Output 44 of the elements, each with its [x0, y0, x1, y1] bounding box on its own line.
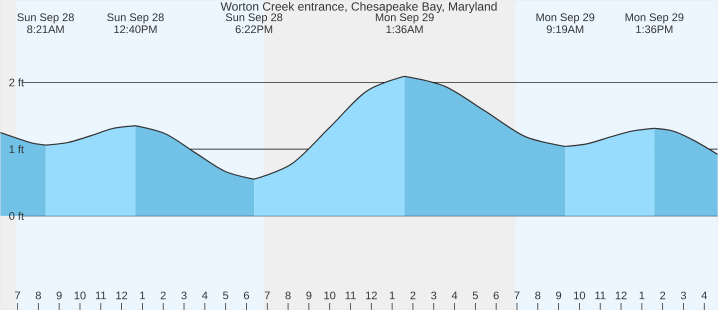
x-tick-label: 9 [56, 291, 62, 300]
x-tick-label: 2 [660, 291, 666, 300]
x-tick-label: 2 [160, 291, 166, 300]
x-tick-label: 3 [431, 291, 436, 300]
x-tick-label: 11 [595, 291, 606, 299]
x-tick-label: 6 [244, 291, 250, 300]
x-tick-label: 8 [535, 291, 540, 300]
x-tick-label: 3 [181, 291, 187, 300]
annotation: Mon Sep 29 1:36AM [376, 13, 434, 33]
y-tick-label: 0 ft [9, 212, 24, 220]
x-tick-label: 7 [514, 291, 520, 299]
x-tick-label: 5 [472, 291, 478, 300]
annotation: Mon Sep 29 1:36PM [626, 13, 684, 33]
annotation: Sun Sep 28 12:40PM [107, 13, 164, 33]
x-tick-label: 4 [202, 291, 208, 299]
x-tick-label: 9 [306, 291, 312, 300]
x-tick-label: 8 [36, 291, 41, 300]
x-tick-label: 12 [366, 291, 377, 300]
x-tick-label: 6 [494, 291, 499, 300]
x-tick-label: 8 [285, 291, 291, 300]
x-tick-label: 10 [574, 291, 586, 300]
chart-title: Worton Creek entrance, Chesapeake Bay, Maryland [220, 2, 497, 13]
annotation: Sun Sep 28 8:21AM [17, 13, 74, 33]
x-tick-label: 11 [346, 291, 356, 299]
x-tick-label: 1 [140, 291, 145, 299]
x-tick-label: 12 [616, 291, 627, 300]
x-tick-label: 10 [74, 291, 86, 300]
x-tick-label: 1 [390, 291, 395, 299]
y-tick-label: 1 ft [10, 144, 24, 153]
annotation: Mon Sep 29 9:19AM [536, 13, 594, 33]
x-tick-label: 12 [116, 291, 128, 300]
x-tick-label: 2 [410, 291, 416, 300]
x-tick-label: 7 [15, 291, 20, 299]
x-tick-label: 4 [701, 291, 707, 299]
x-tick-label: 10 [324, 291, 336, 300]
x-tick-label: 1 [640, 291, 644, 299]
x-tick-label: 7 [264, 291, 270, 299]
annotation: Sun Sep 28 6:22PM [226, 13, 282, 33]
y-tick-label: 2 ft [9, 78, 24, 86]
x-tick-label: 4 [452, 291, 458, 299]
x-tick-label: 11 [96, 291, 106, 299]
x-tick-label: 3 [680, 291, 686, 300]
x-tick-label: 9 [556, 291, 562, 300]
x-tick-label: 5 [223, 291, 228, 300]
